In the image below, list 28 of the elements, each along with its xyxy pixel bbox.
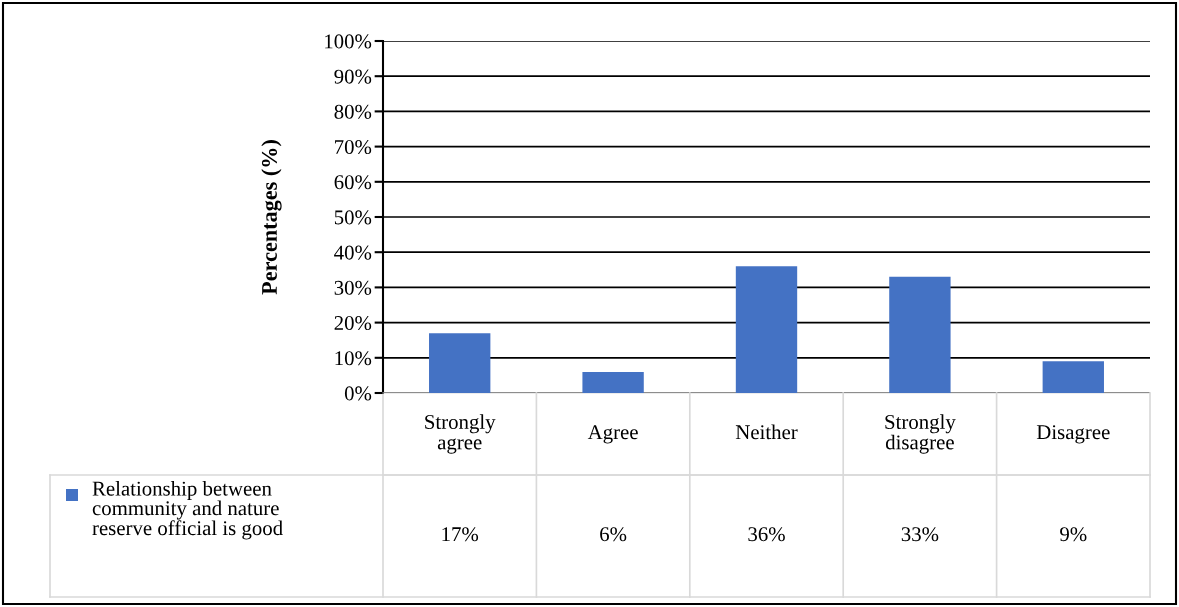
data-label: 36% bbox=[748, 527, 785, 542]
x-tick-label: Disagree bbox=[1036, 425, 1110, 444]
data-label: 9% bbox=[1060, 527, 1087, 542]
y-tick-label: 30% bbox=[334, 280, 372, 295]
y-tick-label: 40% bbox=[334, 245, 372, 260]
x-tick-label: Strongly agree bbox=[425, 414, 496, 454]
bar bbox=[735, 266, 798, 393]
bar bbox=[429, 333, 491, 393]
y-tick-label: 0% bbox=[344, 386, 372, 401]
y-tick-label: 80% bbox=[334, 104, 372, 119]
data-label: 33% bbox=[901, 527, 939, 542]
y-tick-label: 10% bbox=[335, 351, 372, 366]
y-tick-label: 90% bbox=[334, 69, 372, 84]
bar bbox=[889, 276, 951, 393]
legend-label: Relationship between community and nature reserve official is good bbox=[92, 481, 283, 540]
y-tick-label: 70% bbox=[335, 139, 372, 155]
bar bbox=[582, 371, 644, 393]
y-tick-label: 100% bbox=[325, 34, 372, 49]
x-tick-label: Neither bbox=[735, 424, 798, 440]
y-axis-title: Percentages (%) bbox=[261, 140, 282, 295]
data-label: 17% bbox=[442, 527, 479, 542]
y-tick-label: 60% bbox=[334, 175, 372, 190]
x-tick-label: Strongly disagree bbox=[885, 414, 956, 454]
y-tick-label: 20% bbox=[334, 315, 372, 331]
data-label: 6% bbox=[600, 527, 627, 542]
x-tick-label: Agree bbox=[587, 425, 638, 444]
bar bbox=[1042, 361, 1104, 393]
y-tick-label: 50% bbox=[334, 210, 372, 225]
